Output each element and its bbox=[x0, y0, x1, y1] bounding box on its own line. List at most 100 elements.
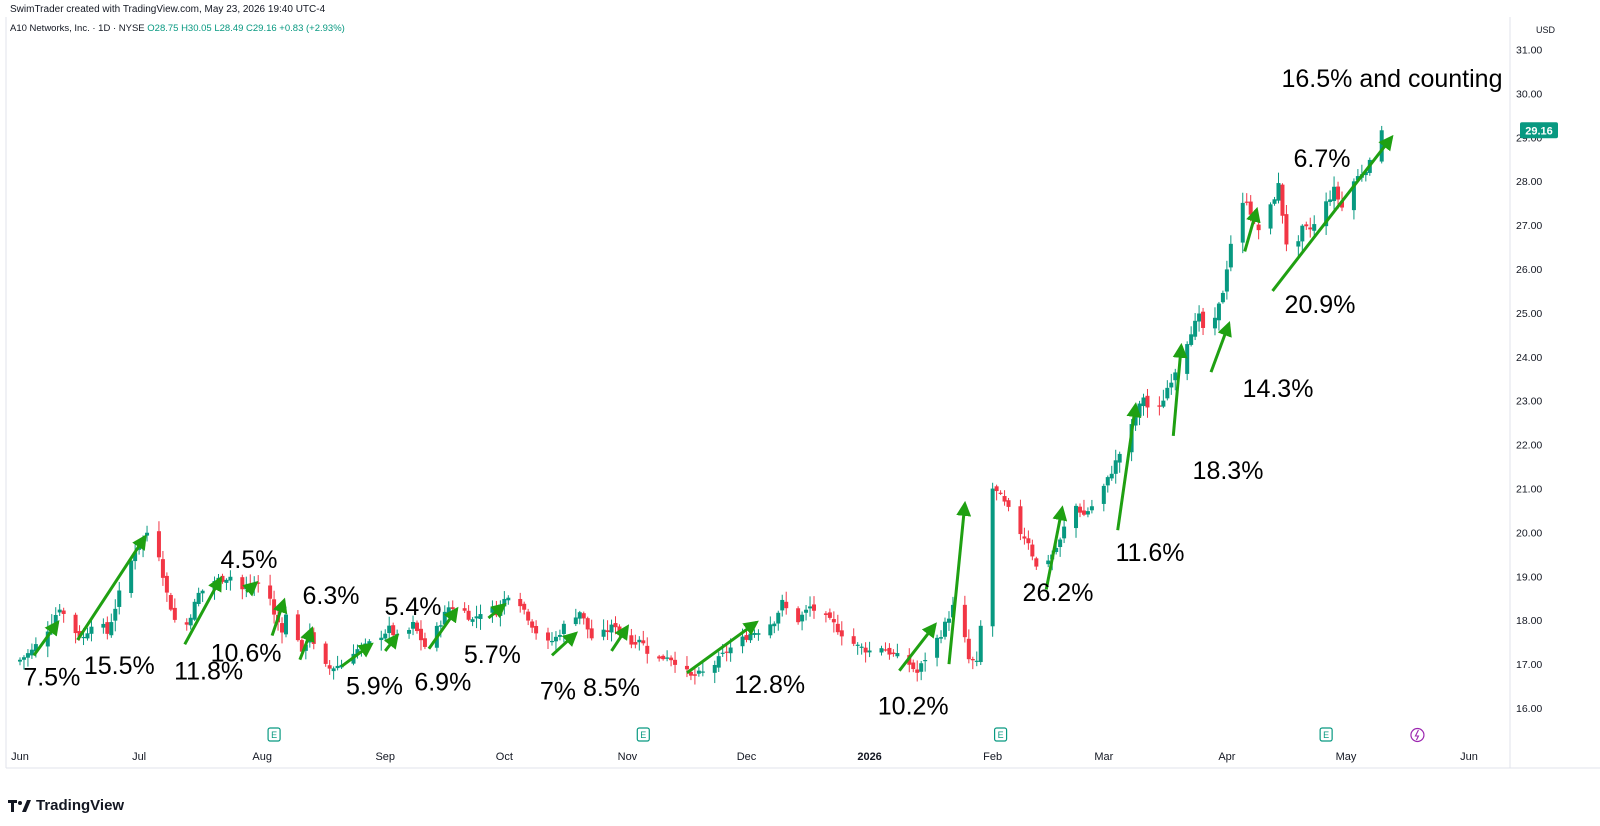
x-tick-label: Sep bbox=[375, 751, 395, 763]
candle bbox=[101, 618, 106, 634]
candle bbox=[335, 655, 340, 671]
candle bbox=[549, 632, 554, 646]
x-tick-label: Jun bbox=[11, 751, 29, 763]
candle bbox=[835, 614, 840, 635]
percent-gain-label: 6.9% bbox=[414, 669, 471, 697]
candle bbox=[1332, 176, 1337, 210]
candle bbox=[323, 641, 328, 667]
trend-arrow bbox=[427, 606, 459, 650]
trend-arrow bbox=[1044, 505, 1068, 590]
candle bbox=[577, 610, 582, 625]
candle bbox=[684, 656, 689, 678]
candle bbox=[18, 657, 22, 666]
candles-layer bbox=[18, 125, 1384, 685]
trend-arrow bbox=[242, 580, 259, 597]
candle bbox=[1284, 204, 1289, 252]
earnings-icon: E bbox=[993, 727, 1008, 742]
svg-text:E: E bbox=[271, 730, 277, 740]
candle bbox=[752, 629, 757, 638]
candle bbox=[1216, 301, 1221, 331]
trend-arrow bbox=[610, 624, 630, 652]
candle bbox=[613, 616, 618, 635]
candle bbox=[29, 643, 34, 659]
candle bbox=[502, 591, 507, 615]
svg-text:E: E bbox=[640, 730, 646, 740]
candle bbox=[1062, 516, 1067, 544]
percent-gain-label: 26.2% bbox=[1023, 579, 1094, 607]
price-chart[interactable]: 7.5% 15.5% 11.8% 4.5% 10.6% 6.3% 5.9% 5.4% 6.9%5… bbox=[0, 0, 1600, 790]
candle bbox=[89, 618, 94, 642]
candle bbox=[1101, 483, 1106, 512]
candle bbox=[1240, 192, 1245, 254]
arrows-layer bbox=[32, 134, 1394, 675]
candle bbox=[851, 628, 856, 647]
svg-text:E: E bbox=[1323, 730, 1329, 740]
candle bbox=[1081, 499, 1086, 517]
x-tick-label: Feb bbox=[983, 751, 1002, 763]
candle bbox=[295, 610, 300, 642]
candle bbox=[915, 660, 920, 682]
candle bbox=[716, 651, 721, 672]
candle bbox=[1280, 183, 1285, 224]
candle bbox=[1272, 196, 1277, 206]
candle bbox=[85, 627, 90, 641]
candle bbox=[1105, 475, 1110, 493]
candle bbox=[117, 581, 122, 615]
candle bbox=[1193, 313, 1198, 341]
percent-gain-label: 5.4% bbox=[385, 593, 442, 621]
candle bbox=[692, 667, 697, 685]
trend-arrow bbox=[1116, 402, 1142, 531]
candle bbox=[57, 604, 62, 616]
candle bbox=[1276, 172, 1281, 204]
trend-arrow bbox=[550, 631, 579, 657]
candle bbox=[156, 521, 161, 562]
candle bbox=[145, 525, 150, 542]
candle bbox=[780, 594, 785, 617]
candle bbox=[557, 629, 562, 641]
y-tick-label: 28.00 bbox=[1516, 176, 1542, 188]
candle bbox=[990, 482, 995, 637]
percent-gain-label: 18.3% bbox=[1193, 457, 1264, 485]
candle bbox=[327, 660, 332, 675]
candle bbox=[470, 617, 475, 627]
candle bbox=[1145, 388, 1150, 418]
candle bbox=[1030, 539, 1035, 561]
candle bbox=[172, 598, 177, 623]
candle bbox=[1058, 537, 1063, 557]
candle bbox=[1169, 373, 1174, 395]
x-tick-label: Jun bbox=[1460, 751, 1478, 763]
x-tick-label: Jul bbox=[132, 751, 146, 763]
candle bbox=[887, 643, 892, 660]
candle bbox=[561, 620, 566, 643]
candle bbox=[962, 595, 967, 643]
candle bbox=[129, 556, 134, 598]
candle bbox=[1244, 193, 1249, 206]
percent-gain-label: 11.6% bbox=[1115, 539, 1184, 567]
percent-gain-label: 5.7% bbox=[464, 641, 521, 669]
earnings-icon: E bbox=[1319, 727, 1333, 742]
candle bbox=[669, 655, 674, 667]
candle bbox=[998, 490, 1003, 495]
x-tick-label: Aug bbox=[252, 751, 272, 763]
candle bbox=[474, 605, 479, 629]
percent-gain-label: 20.9% bbox=[1285, 291, 1356, 319]
candle bbox=[823, 611, 828, 623]
candle bbox=[804, 604, 809, 621]
candle bbox=[1296, 235, 1301, 257]
candle bbox=[113, 599, 118, 632]
candle bbox=[1304, 221, 1309, 230]
candle bbox=[919, 660, 924, 681]
candle bbox=[1141, 393, 1146, 416]
percent-gain-label: 14.3% bbox=[1243, 375, 1314, 403]
candle bbox=[911, 659, 916, 673]
percent-gain-label: 5.9% bbox=[346, 672, 403, 700]
candle bbox=[192, 598, 197, 622]
candle bbox=[923, 652, 928, 672]
candle bbox=[21, 655, 26, 670]
candle bbox=[776, 610, 781, 631]
candle bbox=[1161, 389, 1166, 409]
candle bbox=[466, 605, 471, 622]
candle bbox=[879, 645, 884, 656]
trend-arrow bbox=[298, 626, 315, 661]
percent-gain-label: 7% bbox=[540, 677, 576, 705]
